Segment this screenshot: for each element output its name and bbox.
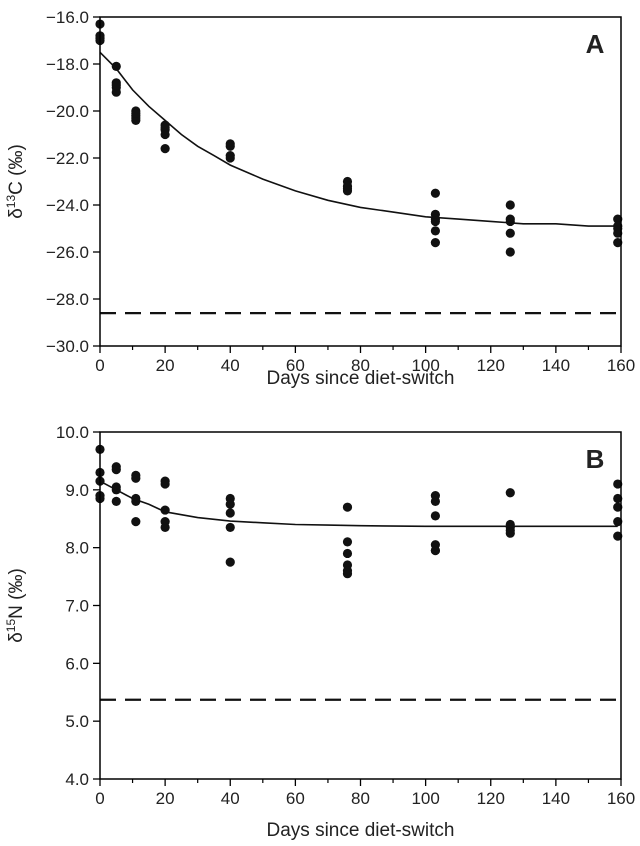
panel-b-data-point [613,517,623,527]
panel-a-data-point [111,87,121,97]
panel-a-x-tick-label: 100 [411,356,439,375]
panel-b-data-point [160,522,170,533]
panel-b-y-tick-label: 10.0 [56,423,89,442]
panel-a-x-tick-label: 120 [477,356,505,375]
panel-b-x-tick-label: 160 [607,789,635,808]
panel-b-y-tick-label: 7.0 [65,597,89,616]
panel-b-data-point [131,517,141,527]
panel-b-data-point [225,522,235,533]
panel-a-ticks: 0 20 40 60 80 100 120 140 160 −16.0 −18.0 −20.0 −22.… [46,8,635,375]
panel-a-label: A [586,29,605,59]
panel-a-data-point [160,122,170,133]
panel-a-data-point [111,80,121,90]
panel-b-data-point [613,493,623,504]
panel-b-x-tick-label: 120 [477,789,505,808]
panel-a-x-axis-title: Days since diet-switch [267,368,455,389]
panel-a-x-tick-label: 40 [221,356,240,375]
panel-b-x-tick-label: 60 [286,789,305,808]
panel-b-y-tick-label: 9.0 [65,481,89,500]
panel-b-data-point [225,557,235,567]
panel-a-data-point [430,216,440,227]
panel-b-y-tick-label: 8.0 [65,539,89,558]
panel-a-y-tick-label: −22.0 [46,149,89,168]
panel-b-data-point [430,511,440,521]
panel-b-data-point [342,537,353,547]
panel-a-data-point [505,228,515,238]
panel-a-data-point [613,214,623,224]
panel-a-data-point [225,153,235,163]
panel-b-data-point [342,566,353,576]
panel-b-data-point [430,545,440,556]
panel-a-y-tick-label: −16.0 [46,8,89,27]
panel-a-data-point [111,61,121,71]
panel-b-x-tick-label: 80 [351,789,370,808]
panel-a-y-tick-label: −26.0 [46,243,89,262]
panel-a-data-point [131,108,141,118]
panel-a-data-point [505,200,515,210]
panel-b-label: B [586,444,605,474]
panel-a-data-point [505,247,515,257]
panel-a-fit-curve [99,51,618,227]
panel-b-ticks: 0 20 40 60 80 100 120 140 160 4.0 5.0 6.0 7.0 8.0 9.0 1… [56,423,635,808]
panel-a-y-tick-label: −28.0 [46,290,89,309]
panel-a-data-point [160,129,170,140]
panel-b-fit-curve [99,480,618,528]
panel-b-x-axis-title: Days since diet-switch [267,820,455,841]
panel-b-y-tick-label: 4.0 [65,770,89,789]
panel-a-plot-marks [95,19,623,315]
panel-a-y-tick-label: −20.0 [46,102,89,121]
panel-b-plot-marks [95,444,623,701]
panel-b-x-tick-label: 0 [95,789,104,808]
panel-b-x-tick-label: 100 [411,789,439,808]
panel-a-x-tick-label: 60 [286,356,305,375]
panel-a-data-point [430,226,440,236]
panel-a-data-point [430,238,440,248]
panel-a-plot-frame [99,16,622,347]
panel-a-y-tick-label: −18.0 [46,55,89,74]
panel-b-data-point [342,548,353,559]
panel-b-data-point [111,496,121,506]
panel-a-x-tick-label: 20 [156,356,175,375]
panel-a-x-tick-label: 0 [95,356,104,375]
panel-b-data-point [505,528,515,538]
panel-b-x-tick-label: 40 [221,789,240,808]
panel-a-y-tick-label: −24.0 [46,196,89,215]
panel-a-data-point [342,181,353,191]
panel-b-data-point [131,473,141,483]
panel-a-y-tick-label: −30.0 [46,337,89,356]
panel-a-x-tick-label: 140 [542,356,570,375]
panel-a-data-point [225,141,235,151]
panel-b: 0 20 40 60 80 100 120 140 160 4.0 5.0 6.0 7.0 8.0 9.0 1… [4,423,635,841]
panel-b-data-point [505,488,515,498]
panel-b-data-point [613,502,623,512]
panel-a-x-tick-label: 160 [607,356,635,375]
panel-b-data-point [613,531,623,541]
panel-b-x-tick-label: 20 [156,789,175,808]
panel-b-data-point [111,464,121,475]
panel-a-data-point [505,216,515,227]
panel-a: 0 20 40 60 80 100 120 140 160 −16.0 −18.0 −20.0 −22.… [4,8,635,389]
panel-b-data-point [225,508,235,518]
panel-b-data-point [225,499,235,509]
panel-b-plot-frame [99,431,622,780]
panel-b-y-tick-label: 5.0 [65,712,89,731]
panel-b-data-point [613,479,623,489]
panel-a-data-point [430,188,440,198]
panel-a-data-point [613,228,623,238]
panel-a-data-point [613,238,623,248]
panel-a-data-point [613,221,623,231]
panel-b-y-tick-label: 6.0 [65,654,89,673]
panel-a-y-axis-title: δ13C (‰) [4,144,27,219]
panel-b-data-point [430,496,440,506]
panel-a-data-point [160,144,170,154]
panel-b-data-point [160,479,170,489]
panel-b-y-axis-title: δ15N (‰) [4,568,27,643]
panel-b-data-point [342,502,353,512]
panel-a-x-tick-label: 80 [351,356,370,375]
panel-b-x-tick-label: 140 [542,789,570,808]
